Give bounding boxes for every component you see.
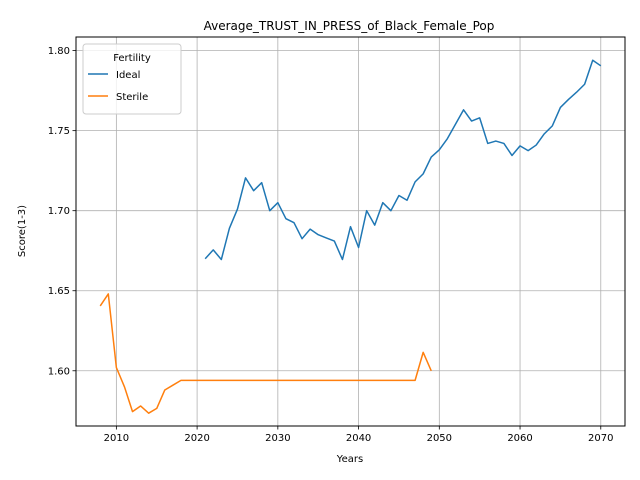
legend-title: Fertility xyxy=(113,53,151,64)
x-tick-label: 2010 xyxy=(104,433,129,444)
y-tick-label: 1.65 xyxy=(48,286,70,297)
legend-label-ideal: Ideal xyxy=(116,70,140,81)
x-tick-label: 2040 xyxy=(346,433,371,444)
x-axis-label: Years xyxy=(336,454,363,465)
y-tick-label: 1.60 xyxy=(48,366,70,377)
y-tick-label: 1.75 xyxy=(48,126,70,137)
legend: Fertility Ideal Sterile xyxy=(83,44,181,114)
x-tick-label: 2070 xyxy=(588,433,613,444)
y-tick-label: 1.70 xyxy=(48,206,70,217)
x-tick-label: 2030 xyxy=(265,433,290,444)
x-tick-label: 2060 xyxy=(507,433,532,444)
y-axis-label: Score(1-3) xyxy=(17,205,28,257)
x-tick-label: 2050 xyxy=(427,433,452,444)
y-tick-label: 1.80 xyxy=(48,46,70,57)
legend-label-sterile: Sterile xyxy=(116,92,148,103)
chart-title: Average_TRUST_IN_PRESS_of_Black_Female_P… xyxy=(204,19,495,33)
x-tick-label: 2020 xyxy=(184,433,209,444)
